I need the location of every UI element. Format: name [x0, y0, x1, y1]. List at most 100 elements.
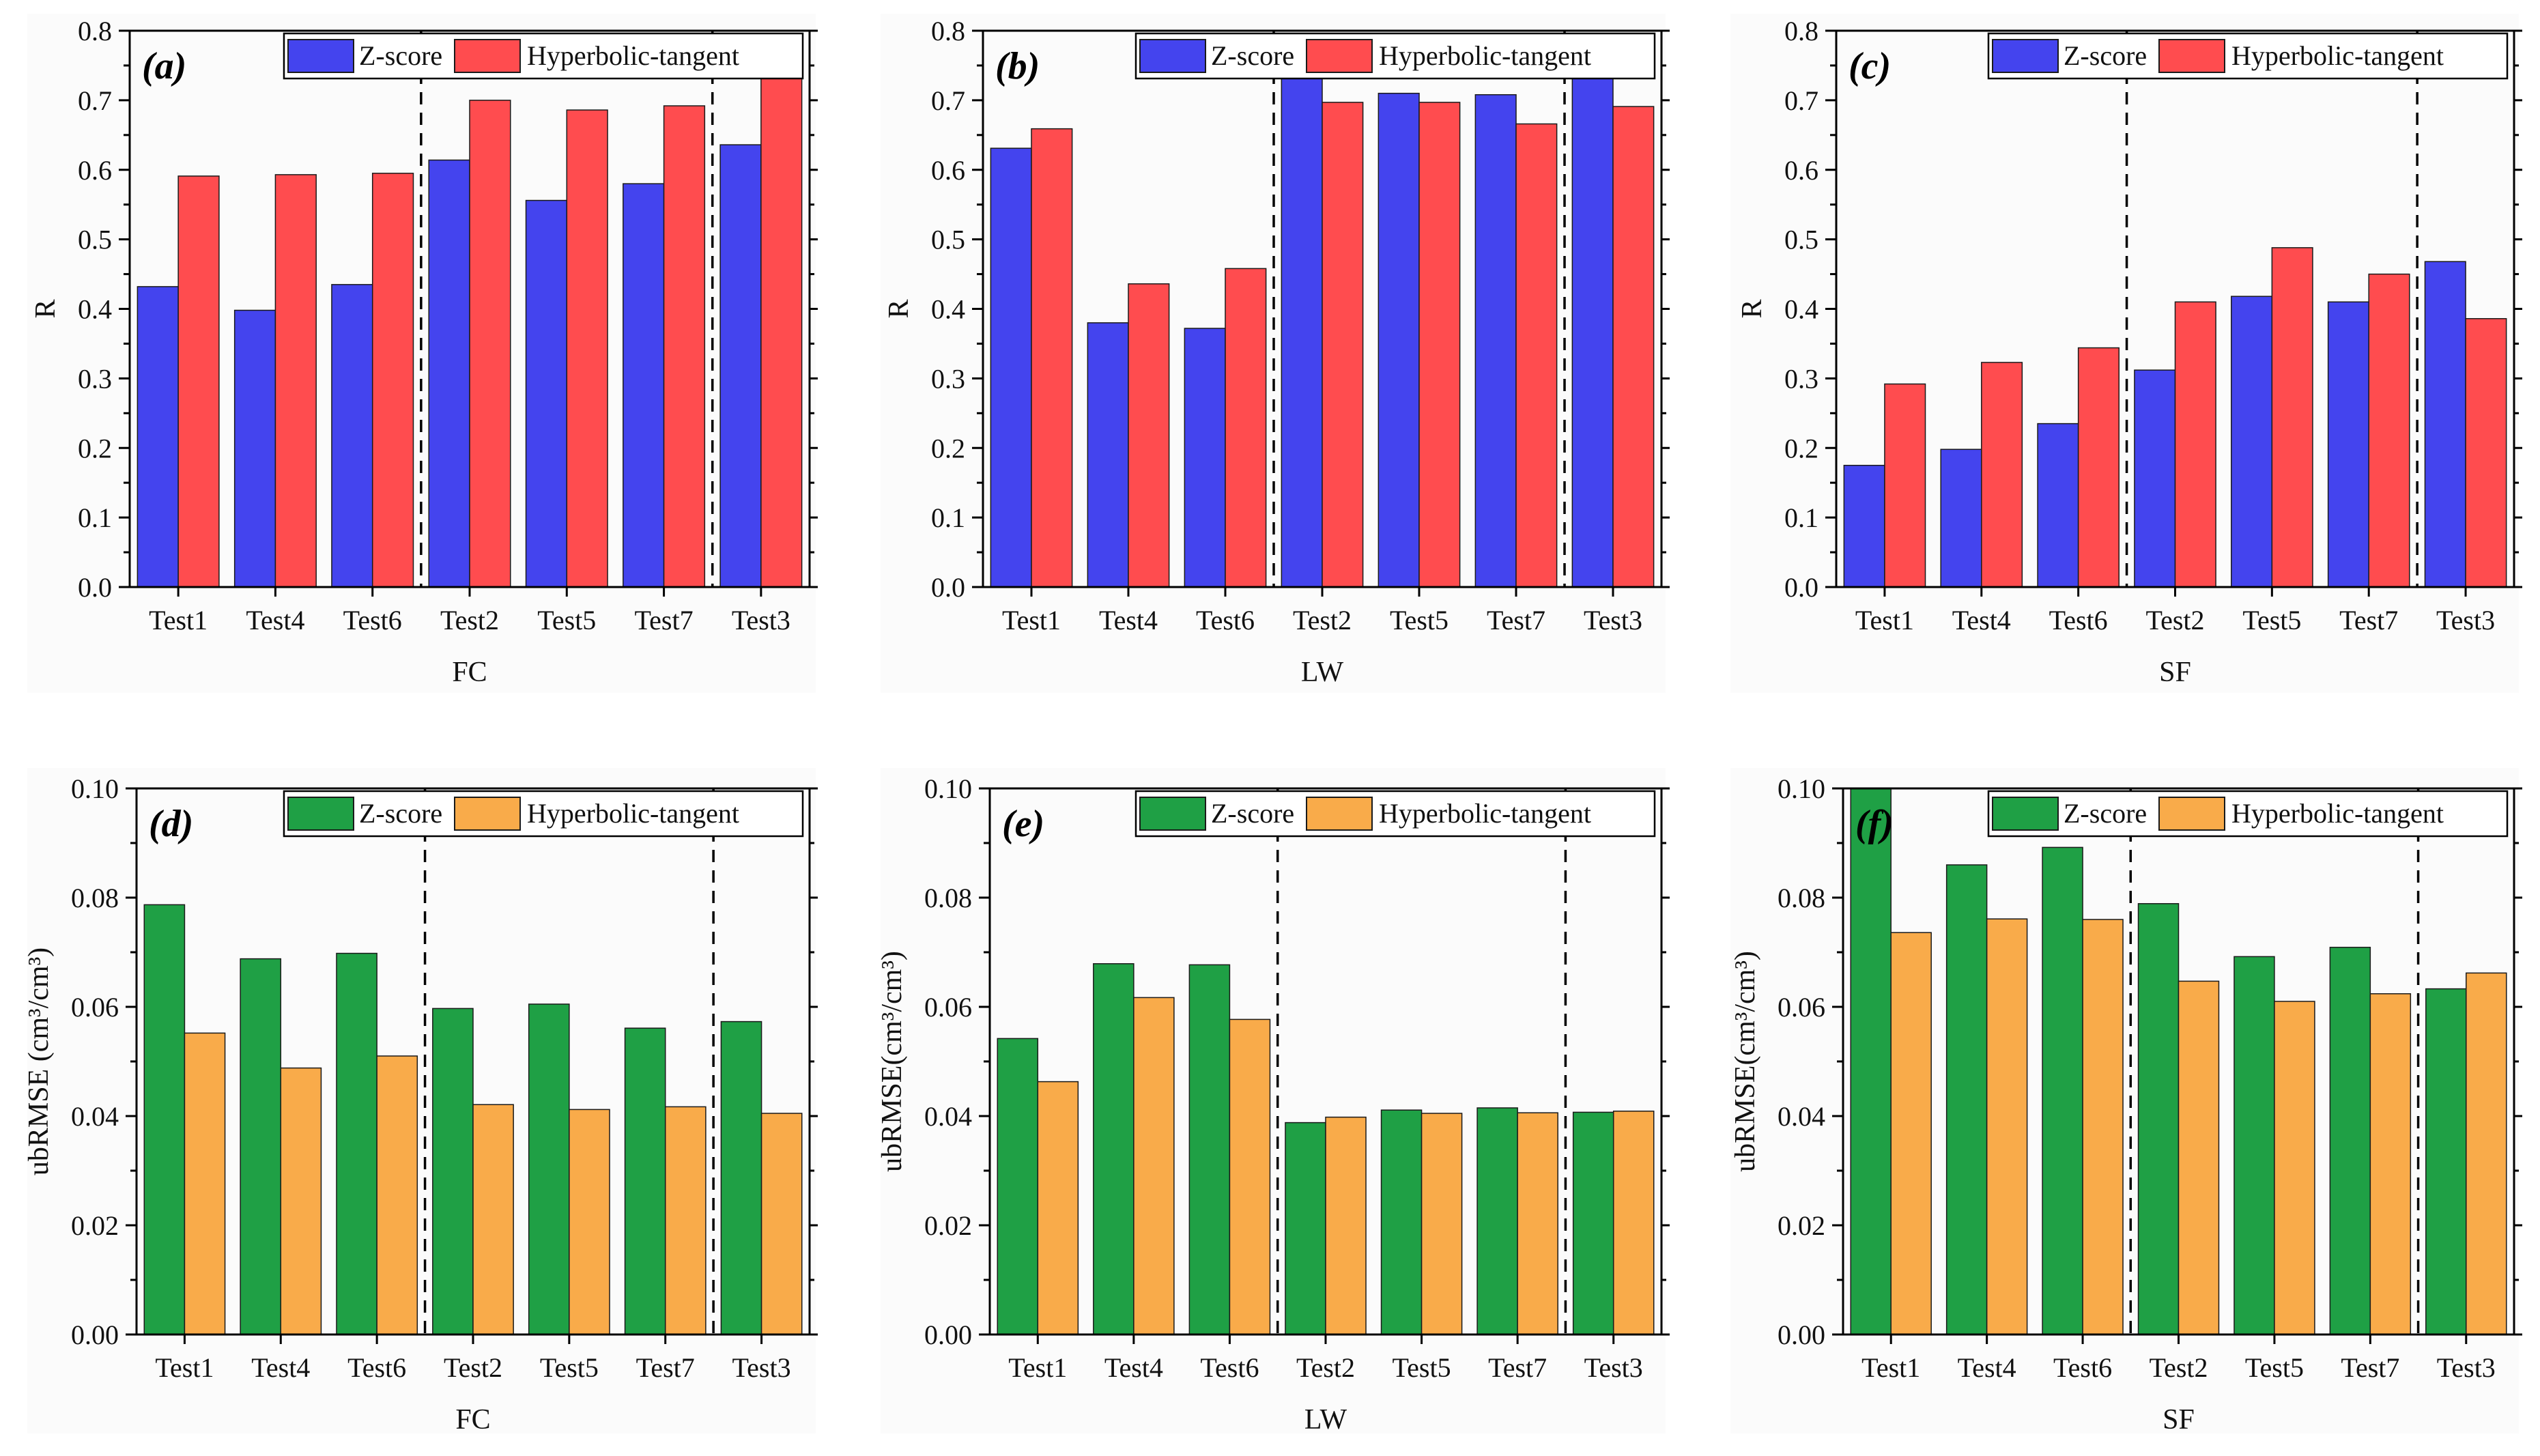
bar-d-test3-hyperbolic-tangent: [760, 1113, 803, 1335]
bar-d-test7-z-score: [624, 1027, 666, 1335]
y-axis-label: R: [883, 299, 915, 318]
y-tick-label: 0.6: [1784, 155, 1818, 186]
bar-c-test1-hyperbolic-tangent: [1884, 383, 1926, 588]
bar-a-test7-z-score: [623, 183, 665, 588]
y-tick-label: 0.08: [71, 883, 119, 913]
y-tick-label: 0.08: [1778, 883, 1825, 913]
bar-e-test7-z-score: [1476, 1107, 1518, 1335]
plot-frame: [988, 787, 1663, 1336]
bar-c-test4-z-score: [1940, 448, 1982, 588]
legend-swatch-hyperbolic-tangent: [454, 39, 521, 73]
y-tick-label: 0.04: [71, 1101, 119, 1132]
y-tick-label: 0.4: [1784, 294, 1818, 325]
x-axis-label: FC: [455, 1404, 490, 1436]
bar-e-test2-hyperbolic-tangent: [1325, 1116, 1367, 1335]
bar-f-test7-z-score: [2329, 947, 2371, 1335]
x-tick-label: Test3: [1584, 1352, 1643, 1383]
x-axis-label: LW: [1301, 657, 1344, 688]
y-tick-label: 0.0: [78, 572, 112, 603]
y-tick-label: 0.2: [931, 433, 965, 463]
panel-a: Test1 Test4 Test6 Test2 Test5 Test7 Test3 0.0 0.…: [27, 14, 818, 693]
legend-label-hyperbolic-tangent: Hyperbolic-tangent: [2231, 40, 2444, 71]
legend-label-z-score: Z-score: [2064, 798, 2147, 829]
x-tick-label: Test4: [1952, 605, 2011, 636]
legend-label-hyperbolic-tangent: Hyperbolic-tangent: [1379, 798, 1591, 829]
bar-e-test1-hyperbolic-tangent: [1037, 1081, 1079, 1335]
bar-f-test4-z-score: [1945, 864, 1988, 1335]
y-tick-label: 0.8: [931, 16, 965, 46]
y-tick-label: 0.5: [78, 225, 112, 255]
bar-e-test4-hyperbolic-tangent: [1133, 997, 1175, 1335]
x-tick-label: Test1: [149, 605, 208, 636]
bar-b-test2-z-score: [1281, 77, 1323, 588]
y-tick-label: 0.02: [924, 1210, 972, 1241]
bar-d-test2-z-score: [432, 1008, 474, 1335]
y-tick-label: 0.3: [78, 363, 112, 394]
y-tick-label: 0.10: [1778, 773, 1825, 804]
x-tick-label: Test6: [1196, 605, 1255, 636]
legend-swatch-z-score: [1992, 797, 2059, 831]
bar-b-test2-hyperbolic-tangent: [1322, 102, 1364, 588]
bar-e-test5-z-score: [1380, 1109, 1423, 1335]
bar-c-test6-z-score: [2037, 423, 2079, 588]
x-tick-label: Test5: [1390, 605, 1449, 636]
y-tick-label: 0.1: [78, 502, 112, 533]
y-tick-label: 0.2: [1784, 433, 1818, 463]
x-tick-label: Test1: [1002, 605, 1061, 636]
bar-a-test1-hyperbolic-tangent: [177, 175, 220, 588]
bar-e-test7-hyperbolic-tangent: [1517, 1112, 1558, 1335]
y-tick-label: 0.3: [1784, 363, 1818, 394]
bar-e-test5-hyperbolic-tangent: [1421, 1113, 1463, 1335]
legend-box: [1987, 32, 2509, 80]
y-tick-label: 0.06: [1778, 992, 1825, 1023]
y-tick-label: 0.6: [931, 155, 965, 186]
bar-b-test6-z-score: [1184, 328, 1226, 588]
bar-e-test6-hyperbolic-tangent: [1229, 1018, 1271, 1335]
legend-swatch-z-score: [1139, 39, 1206, 73]
bar-d-test3-z-score: [720, 1020, 762, 1335]
y-tick-label: 0.06: [71, 992, 119, 1023]
x-tick-label: Test1: [1008, 1352, 1067, 1383]
panel-label: (a): [142, 45, 186, 87]
x-axis-label: SF: [2159, 657, 2191, 688]
x-tick-label: Test4: [1104, 1352, 1163, 1383]
x-tick-label: Test2: [2145, 605, 2204, 636]
legend-swatch-hyperbolic-tangent: [2158, 797, 2225, 831]
bar-d-test1-z-score: [143, 904, 186, 1335]
bar-b-test7-hyperbolic-tangent: [1515, 123, 1558, 588]
bar-f-test1-hyperbolic-tangent: [1890, 932, 1932, 1335]
legend-label-hyperbolic-tangent: Hyperbolic-tangent: [527, 40, 739, 71]
y-tick-label: 0.1: [1784, 502, 1818, 533]
x-tick-label: Test7: [2341, 1352, 2399, 1383]
bar-f-test3-hyperbolic-tangent: [2466, 972, 2507, 1335]
x-tick-label: Test5: [540, 1352, 599, 1383]
y-tick-label: 0.3: [931, 363, 965, 394]
panel-c: Test1 Test4 Test6 Test2 Test5 Test7 Test3 0.0 0.…: [1730, 14, 2522, 693]
legend-label-z-score: Z-score: [1211, 40, 1294, 71]
bar-a-test4-hyperbolic-tangent: [274, 174, 317, 588]
legend-box: [283, 790, 804, 838]
y-tick-label: 0.7: [78, 85, 112, 116]
y-tick-label: 0.7: [1784, 85, 1818, 116]
bar-e-test1-z-score: [997, 1038, 1039, 1335]
panel-label: (f): [1855, 803, 1894, 845]
bar-e-test3-z-score: [1572, 1111, 1614, 1335]
y-tick-label: 0.5: [931, 225, 965, 255]
x-tick-label: Test5: [537, 605, 596, 636]
y-tick-label: 0.04: [1778, 1101, 1825, 1132]
legend-swatch-hyperbolic-tangent: [2158, 39, 2225, 73]
y-tick-label: 0.00: [1778, 1319, 1825, 1350]
y-tick-label: 0.10: [924, 773, 972, 804]
bar-f-test7-hyperbolic-tangent: [2369, 993, 2412, 1335]
legend: Z-score Hyperbolic-tangent: [1135, 32, 1656, 80]
legend-box: [1135, 32, 1656, 80]
y-tick-label: 0.08: [924, 883, 972, 913]
x-tick-label: Test5: [2245, 1352, 2304, 1383]
bar-b-test3-z-score: [1571, 63, 1614, 588]
bar-b-test5-z-score: [1378, 92, 1420, 588]
bar-d-test6-hyperbolic-tangent: [376, 1055, 418, 1335]
bar-f-test6-z-score: [2042, 846, 2083, 1335]
panel-b: Test1 Test4 Test6 Test2 Test5 Test7 Test3 0.0 0.…: [881, 14, 1670, 693]
bar-a-test1-z-score: [137, 286, 179, 588]
